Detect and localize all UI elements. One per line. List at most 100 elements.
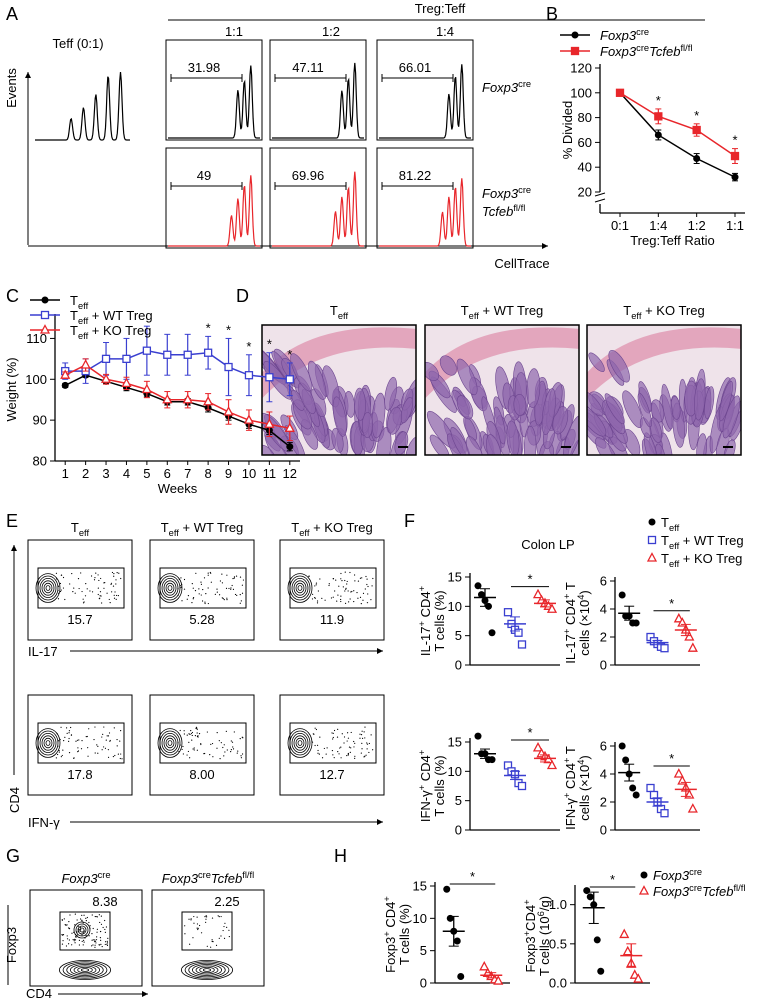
contour [291,733,309,754]
event-dot [359,577,362,579]
contour [159,575,181,601]
legend-marker [570,46,580,56]
histology-image [425,325,579,455]
event-dot [72,939,74,941]
marker [646,783,655,793]
event-dot [65,945,68,947]
marker [654,112,663,121]
contour [163,580,177,596]
event-dot [181,600,183,602]
y-axis-label: IFN-γ+ CD4+ [417,750,433,822]
event-dot [106,944,109,946]
event-dot [104,747,107,749]
villus [722,395,741,439]
y-tick-label: 10 [448,764,462,779]
label-part: + KO Treg [88,323,151,338]
event-dot [117,594,119,597]
marker [731,173,739,181]
event-dot [194,735,197,737]
event-dot [197,928,199,931]
axis-label: CD4 [26,986,52,1001]
event-dot [68,740,70,742]
event-dot [71,944,73,946]
y-axis-label: Weight (%) [4,357,19,421]
contour [69,964,101,976]
marker [532,588,544,599]
event-dot [218,916,220,918]
event-dot [218,740,220,742]
event-dot [226,599,228,601]
event-dot [314,727,316,729]
y-tick-label: 80 [33,454,47,469]
event-dot [314,585,316,587]
event-dot [200,583,203,585]
event-dot [73,938,76,940]
label-part: IL-17 [418,626,433,656]
event-dot [240,757,243,759]
event-dot [68,927,70,929]
significance-mark: * [610,872,615,887]
event-dot [226,574,228,576]
event-dot [112,755,115,758]
legend-label: Teff [661,515,680,533]
event-dot [340,757,342,759]
event-dot [315,728,318,731]
gate-value: 12.7 [319,767,344,782]
event-dot [365,575,367,578]
contour [165,582,175,594]
event-dot [82,602,85,604]
label-part: 4 [576,760,586,765]
marker [142,346,152,355]
event-dot [55,572,58,574]
event-dot [346,580,348,583]
event-dot [97,752,99,754]
image-header: Teff + KO Treg [623,303,704,321]
histogram-frame [376,147,474,249]
label-part: 6 [536,911,546,916]
label-part: CD4 [563,763,578,793]
event-dot [346,583,348,585]
event-dot [63,918,65,920]
event-dot [353,574,356,576]
event-dot [186,754,188,756]
y-tick-label: 0 [455,823,462,838]
contour [295,582,305,594]
event-dot [88,728,90,730]
legend-label: Teff + WT Treg [661,533,744,551]
significance-mark: * [267,337,272,352]
gate-value: 15.7 [67,612,92,627]
arrow-head [142,991,148,997]
marker [730,151,740,161]
event-dot [113,573,115,575]
y-tick-label: 15 [448,735,462,750]
legend-label: Teff + WT Treg [70,308,153,326]
event-dot [210,946,212,948]
label-part: T [623,303,631,318]
event-dot [108,598,110,601]
villus [513,393,527,416]
y-tick-label: 15 [413,879,427,894]
event-dot [105,926,108,928]
event-dot [206,731,208,733]
y-tick-label: 6 [600,574,607,589]
event-dot [360,752,362,754]
event-dot [92,927,94,930]
significance-mark: * [732,133,737,148]
label-part: fl/fl [242,870,254,880]
event-dot [103,726,105,728]
contour [157,728,183,758]
contour [41,580,55,596]
event-dot [82,931,84,934]
label-part: eff [78,316,89,326]
event-dot [73,940,75,942]
flow-frame [151,889,265,987]
event-dot [113,597,116,599]
event-dot [104,941,107,943]
y-axis-label: cells (×104) [576,590,592,656]
y-axis-label: Foxp3+ CD4+ [382,896,398,973]
histogram-frame [165,147,263,249]
event-dot [98,944,100,946]
contour [295,737,305,749]
legend-marker [40,310,50,320]
y-axis-label: T cells (106/g) [536,896,552,976]
